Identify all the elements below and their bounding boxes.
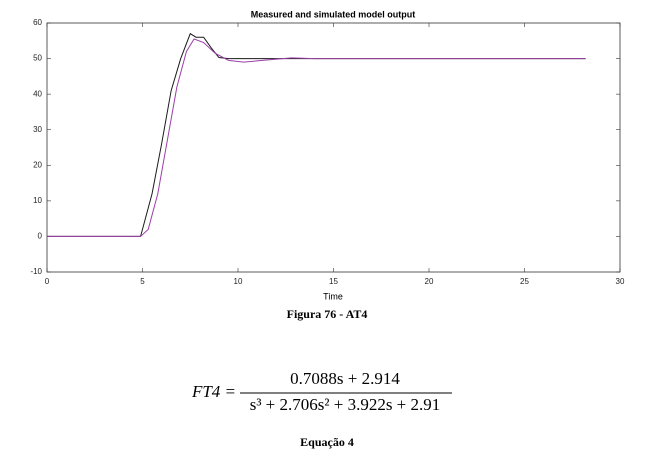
equation-denominator: s³ + 2.706s² + 3.922s + 2.91 [250, 395, 441, 414]
y-tick-label: 40 [33, 89, 42, 98]
x-tick-label: 5 [140, 277, 145, 286]
y-tick-label: 0 [38, 232, 43, 241]
y-tick-label: 30 [33, 125, 42, 134]
equation-numerator: 0.7088s + 2.914 [290, 369, 400, 388]
plot-frame [46, 22, 621, 273]
series-line [47, 38, 586, 237]
x-tick-label: 10 [234, 277, 243, 286]
x-tick-label: 0 [45, 277, 50, 286]
equation-caption: Equação 4 [300, 435, 354, 449]
chart-title: Measured and simulated model output [251, 9, 416, 19]
x-tick-label: 25 [520, 277, 529, 286]
x-axis-label: Time [323, 291, 343, 301]
equation-lhs: FT4 = [191, 382, 236, 401]
y-tick-label: 10 [33, 196, 42, 205]
figure-caption: Figura 76 - AT4 [287, 307, 368, 321]
y-tick-label: -10 [30, 267, 42, 276]
y-tick-label: 60 [33, 18, 42, 27]
y-tick-label: 50 [33, 54, 42, 63]
x-tick-label: 15 [329, 277, 338, 286]
series-line [47, 32, 586, 237]
x-tick-label: 20 [425, 277, 434, 286]
y-tick-label: 20 [33, 160, 42, 169]
x-tick-label: 30 [616, 277, 625, 286]
